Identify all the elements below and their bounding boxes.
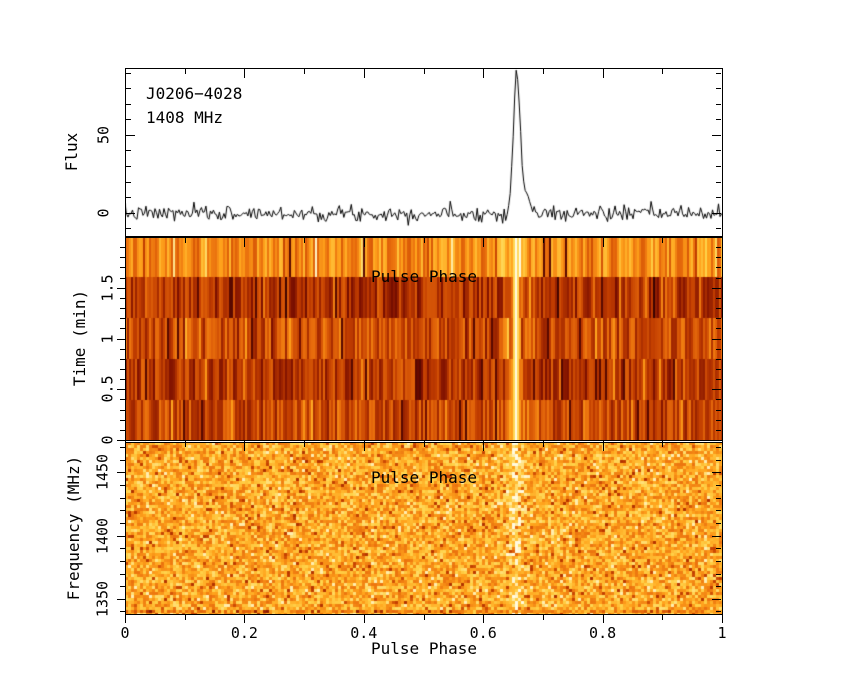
time-phase-heatmap-canvas	[125, 237, 723, 441]
flux-axis-tick-label: 0	[94, 208, 113, 218]
time-axis-label: Time (min)	[70, 289, 89, 387]
frequency-axis-tick	[117, 472, 125, 473]
frequency-axis-label: Frequency (MHz)	[64, 455, 83, 601]
x-axis-tick	[424, 615, 425, 620]
time-axis-tick	[117, 389, 125, 390]
x-axis-tick	[662, 615, 663, 620]
pulse-phase-axis-label: Pulse Phase	[371, 639, 477, 658]
frequency-axis-tick-label: 1400	[93, 517, 112, 554]
x-axis-tick-label: 0.8	[589, 624, 617, 642]
frequency-axis-tick-label: 1350	[93, 580, 112, 617]
x-axis-tick	[722, 615, 723, 623]
x-axis-tick	[483, 615, 484, 623]
time-axis-tick-label: 1	[98, 333, 117, 344]
time-axis-tick-label: 0.5	[98, 375, 117, 403]
x-axis-tick	[304, 615, 305, 620]
x-axis-tick-label: 0	[120, 624, 130, 642]
time-axis-tick	[117, 288, 125, 289]
time-axis-tick-label: 0	[98, 435, 117, 445]
flux-axis-label: Flux	[62, 132, 81, 172]
x-axis-tick-label: 0.2	[230, 624, 258, 642]
pulse-profile-canvas	[125, 68, 723, 237]
x-axis-tick	[603, 615, 604, 623]
x-axis-tick	[364, 615, 365, 623]
x-axis-tick-label: 1	[717, 624, 727, 642]
x-axis-tick	[244, 615, 245, 623]
frequency-axis-tick-label: 1450	[93, 454, 112, 491]
frequency-axis-tick	[117, 536, 125, 537]
x-axis-tick	[543, 615, 544, 620]
x-axis-tick	[185, 615, 186, 620]
time-axis-tick	[117, 440, 125, 441]
overlapping-pulse-phase-label-middle: Pulse Phase	[371, 267, 477, 286]
observing-frequency-label: 1408 MHz	[146, 108, 224, 127]
source-name-label: J0206−4028	[146, 84, 243, 103]
frequency-phase-heatmap-canvas	[125, 442, 723, 615]
time-axis-tick	[117, 339, 125, 340]
frequency-axis-tick	[117, 599, 125, 600]
overlapping-pulse-phase-label-bottom: Pulse Phase	[371, 468, 477, 487]
x-axis-tick	[125, 615, 126, 623]
flux-axis-tick-label: 50	[94, 125, 113, 144]
time-axis-tick-label: 1.5	[98, 274, 117, 302]
